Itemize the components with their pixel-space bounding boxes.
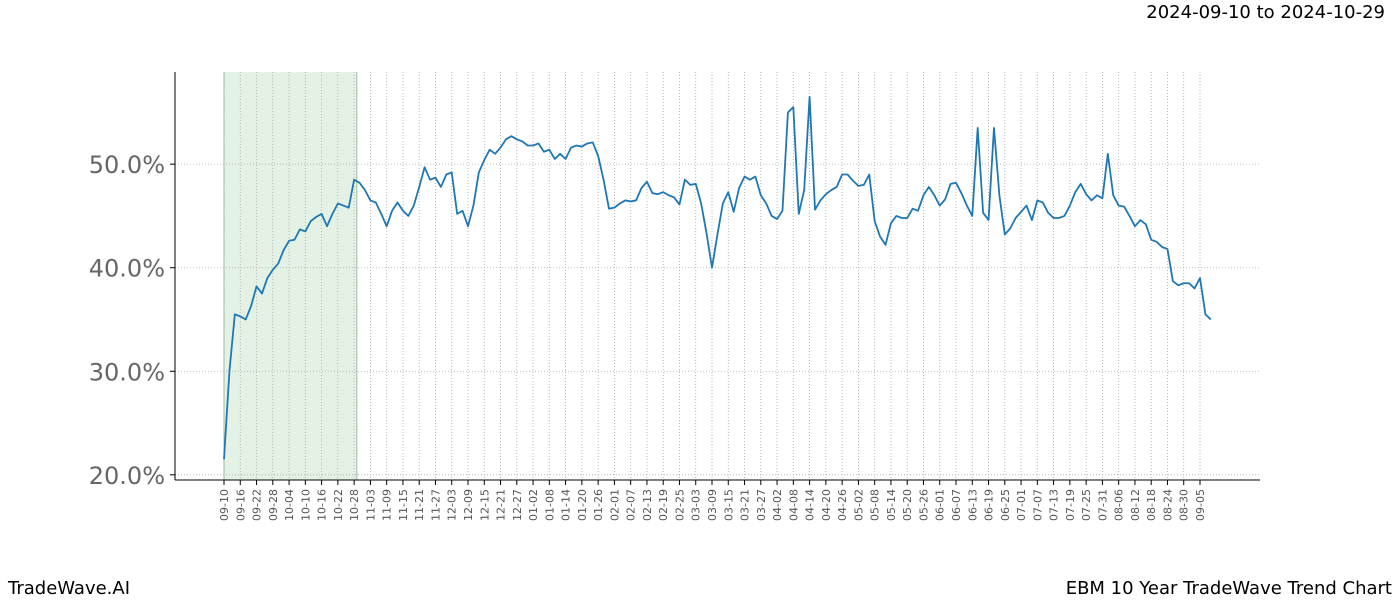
x-tick-label: 06-07 [950,489,963,521]
x-tick-label: 01-26 [592,489,605,521]
x-tick-label: 03-21 [739,489,752,521]
x-tick-label: 03-15 [722,489,735,521]
x-tick-label: 12-27 [511,489,524,521]
x-tick-label: 03-27 [755,489,768,521]
x-tick-label: 07-01 [1015,489,1028,521]
x-tick-label: 05-14 [885,489,898,521]
x-tick-label: 06-01 [934,489,947,521]
x-tick-label: 01-08 [543,489,556,521]
x-tick-label: 04-20 [820,489,833,521]
x-tick-label: 11-09 [381,489,394,521]
x-tick-label: 11-21 [413,489,426,521]
x-tick-label: 11-03 [364,489,377,521]
x-tick-label: 01-20 [576,489,589,521]
x-tick-label: 02-25 [673,489,686,521]
x-tick-label: 09-10 [218,489,231,521]
x-tick-label: 07-25 [1080,489,1093,521]
x-tick-label: 08-12 [1129,489,1142,521]
x-tick-label: 02-01 [608,489,621,521]
highlight-band [224,72,357,480]
x-tick-label: 07-31 [1096,489,1109,521]
x-tick-label: 10-28 [348,489,361,521]
x-tick-label: 10-16 [316,489,329,521]
x-tick-label: 03-09 [706,489,719,521]
x-tick-label: 09-22 [251,489,264,521]
x-tick-label: 12-21 [495,489,508,521]
x-tick-label: 01-14 [560,489,573,521]
x-tick-label: 06-19 [983,489,996,521]
y-tick-label: 30.0% [89,358,165,386]
x-tick-label: 11-15 [397,489,410,521]
x-tick-label: 08-18 [1145,489,1158,521]
x-tick-label: 07-19 [1064,489,1077,521]
trend-line [223,95,1212,460]
x-tick-label: 10-10 [299,489,312,521]
x-tick-label: 07-13 [1048,489,1061,521]
x-tick-label: 12-03 [446,489,459,521]
x-tick-label: 12-15 [478,489,491,521]
x-tick-label: 05-26 [917,489,930,521]
x-tick-label: 08-24 [1161,489,1174,521]
x-tick-label: 04-26 [836,489,849,521]
x-tick-label: 11-27 [429,489,442,521]
x-tick-label: 07-07 [1031,489,1044,521]
x-tick-label: 09-28 [267,489,280,521]
x-tick-label: 05-08 [869,489,882,521]
x-tick-label: 01-02 [527,489,540,521]
x-tick-label: 08-06 [1113,489,1126,521]
footer-right: EBM 10 Year TradeWave Trend Chart [1066,578,1392,599]
x-tick-label: 04-14 [804,489,817,521]
x-tick-label: 05-20 [901,489,914,521]
x-tick-label: 02-13 [641,489,654,521]
x-tick-label: 06-25 [999,489,1012,521]
y-tick-label: 50.0% [89,151,165,179]
chart-title: 2024-09-10 to 2024-10-29 [1146,2,1385,23]
x-tick-label: 09-16 [234,489,247,521]
x-tick-label: 02-19 [657,489,670,521]
y-tick-label: 20.0% [89,462,165,490]
x-tick-label: 10-04 [283,489,296,521]
x-tick-label: 12-09 [462,489,475,521]
x-tick-label: 08-30 [1178,489,1191,521]
x-tick-label: 05-02 [852,489,865,521]
footer-left: TradeWave.AI [7,578,130,599]
y-tick-label: 40.0% [89,255,165,283]
x-tick-label: 03-03 [690,489,703,521]
x-tick-label: 04-08 [787,489,800,521]
x-tick-label: 04-02 [771,489,784,521]
x-tick-label: 09-05 [1194,489,1207,521]
x-tick-label: 06-13 [966,489,979,521]
x-tick-label: 10-22 [332,489,345,521]
x-tick-label: 02-07 [625,489,638,521]
